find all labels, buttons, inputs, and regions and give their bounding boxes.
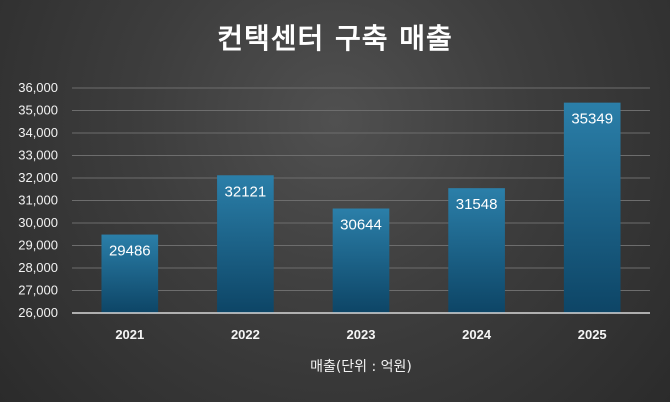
x-axis-labels: 2021 2022 2023 2024 2025: [115, 327, 606, 342]
data-label-2022: 32121: [225, 183, 267, 200]
grid-lines: [72, 87, 650, 291]
y-tick-label: 35,000: [18, 103, 58, 118]
data-labels: 29486 32121 30644 31548 35349: [109, 111, 613, 260]
data-label-2024: 31548: [456, 196, 498, 213]
data-label-2023: 30644: [340, 217, 382, 234]
bar-2024: [448, 188, 505, 313]
y-tick-label: 27,000: [18, 283, 58, 298]
x-tick-label-2025: 2025: [578, 327, 607, 342]
y-tick-label: 36,000: [18, 80, 58, 95]
x-axis-title: 매출(단위 : 억원): [310, 359, 412, 375]
x-tick-label-2023: 2023: [347, 327, 376, 342]
bar-2025: [563, 102, 621, 314]
y-tick-label: 31,000: [18, 193, 58, 208]
y-tick-label: 29,000: [18, 238, 58, 253]
y-tick-label: 32,000: [18, 170, 58, 185]
data-label-2021: 29486: [109, 243, 151, 260]
y-tick-label: 26,000: [18, 305, 58, 320]
y-tick-label: 34,000: [18, 125, 58, 140]
bar-2021: [101, 234, 159, 313]
x-tick-label-2022: 2022: [231, 327, 260, 342]
bar-2023: [332, 208, 390, 313]
y-tick-label: 30,000: [18, 215, 58, 230]
data-label-2025: 35349: [571, 111, 613, 128]
bar-2022: [217, 175, 274, 313]
bars: [101, 102, 621, 314]
y-axis-labels: 26,000 27,000 28,000 29,000 30,000 31,000 32,0…: [18, 80, 58, 320]
y-tick-label: 33,000: [18, 148, 58, 163]
x-tick-label-2024: 2024: [462, 327, 492, 342]
chart-title: 컨택센터 구축 매출: [217, 22, 453, 55]
x-tick-label-2021: 2021: [115, 327, 144, 342]
y-tick-label: 28,000: [18, 260, 58, 275]
